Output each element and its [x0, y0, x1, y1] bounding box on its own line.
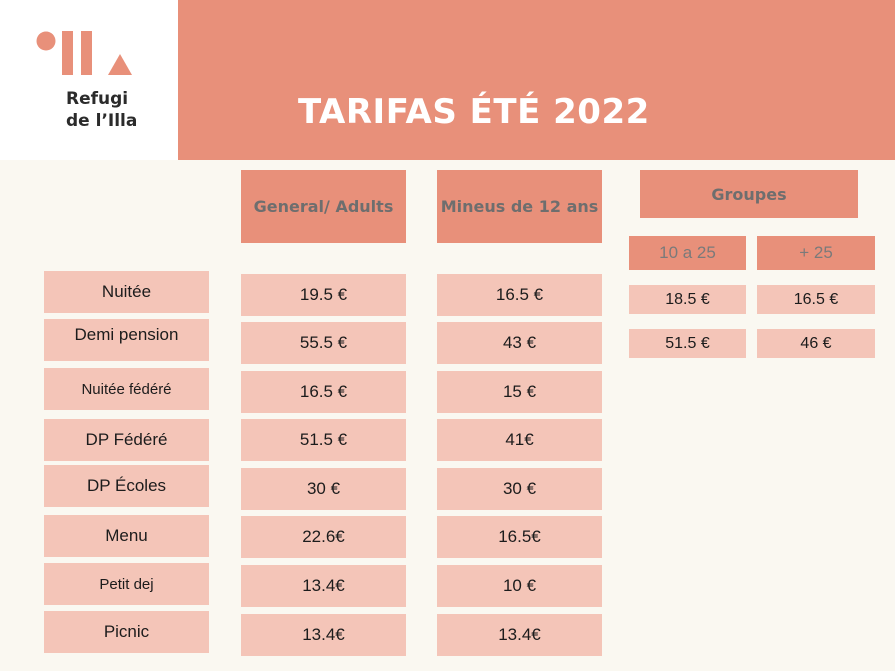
price-groups-10-25-demi-pension: 51.5 € — [629, 329, 746, 358]
logo-panel: Refugi de l’Illa — [0, 0, 178, 160]
group-subheader-25-plus: + 25 — [757, 236, 875, 270]
row-label-dp-federe: DP Fédéré — [44, 419, 209, 461]
price-minors-demi-pension: 43 € — [437, 322, 602, 364]
column-header-adults-label: General/ Adults — [253, 197, 394, 216]
column-header-minors: Mineus de 12 ans — [437, 170, 602, 243]
row-label-menu: Menu — [44, 515, 209, 557]
page-title: TARIFAS ÉTÉ 2022 — [298, 92, 650, 132]
price-groups-10-25-nuitee: 18.5 € — [629, 285, 746, 314]
refugi-logo-icon — [36, 31, 132, 75]
row-label-picnic: Picnic — [44, 611, 209, 653]
price-adults-picnic: 13.4€ — [241, 614, 406, 656]
column-header-groups: Groupes — [640, 170, 858, 218]
price-groups-25-plus-nuitee: 16.5 € — [757, 285, 875, 314]
header-banner — [178, 0, 895, 160]
price-minors-petit-dej: 10 € — [437, 565, 602, 607]
group-subheader-10-25: 10 a 25 — [629, 236, 746, 270]
price-adults-demi-pension: 55.5 € — [241, 322, 406, 364]
brand-name: Refugi de l’Illa — [66, 89, 138, 131]
row-label-nuitee-federe: Nuitée fédéré — [44, 368, 209, 410]
price-minors-nuitee: 16.5 € — [437, 274, 602, 316]
row-label-petit-dej: Petit dej — [44, 563, 209, 605]
price-adults-dp-ecoles: 30 € — [241, 468, 406, 510]
price-adults-nuitee-federe: 16.5 € — [241, 371, 406, 413]
price-adults-nuitee: 19.5 € — [241, 274, 406, 316]
price-adults-menu: 22.6€ — [241, 516, 406, 558]
row-label-demi-pension: Demi pension — [44, 319, 209, 361]
row-label-dp-ecoles: DP Écoles — [44, 465, 209, 507]
price-minors-dp-federe: 41€ — [437, 419, 602, 461]
price-adults-dp-federe: 51.5 € — [241, 419, 406, 461]
column-header-groups-label: Groupes — [711, 184, 787, 204]
column-header-minors-label: Mineus de 12 ans — [440, 197, 599, 216]
price-minors-picnic: 13.4€ — [437, 614, 602, 656]
price-minors-menu: 16.5€ — [437, 516, 602, 558]
column-header-adults: General/ Adults — [241, 170, 406, 243]
price-minors-nuitee-federe: 15 € — [437, 371, 602, 413]
price-groups-25-plus-demi-pension: 46 € — [757, 329, 875, 358]
row-label-nuitee: Nuitée — [44, 271, 209, 313]
price-adults-petit-dej: 13.4€ — [241, 565, 406, 607]
price-minors-dp-ecoles: 30 € — [437, 468, 602, 510]
